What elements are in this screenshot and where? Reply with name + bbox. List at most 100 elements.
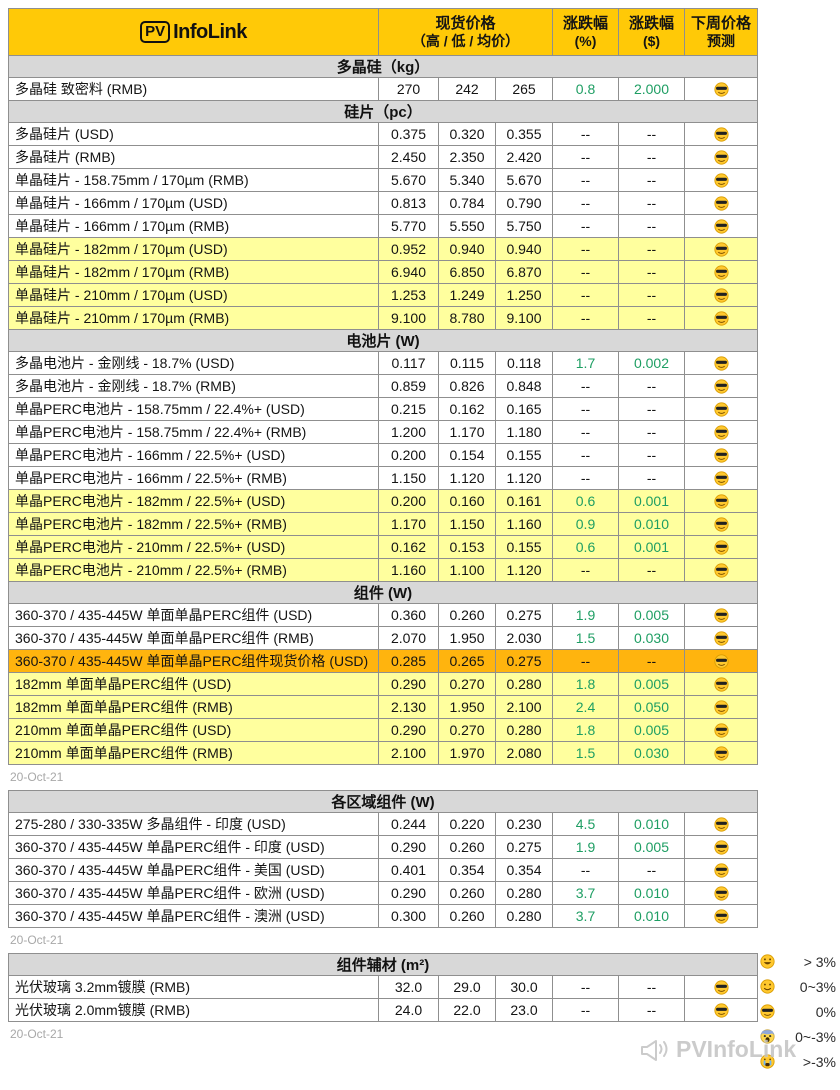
price-low-cell: 0.826 bbox=[438, 374, 496, 398]
change-pct-cell: -- bbox=[552, 397, 619, 421]
sunglasses-emoji-icon bbox=[713, 173, 729, 188]
table-row: 单晶硅片 - 182mm / 170µm (RMB) 6.940 6.850 6.87… bbox=[8, 260, 758, 284]
table-row: 360-370 / 435-445W 单面单晶PERC组件 (USD) 0.360… bbox=[8, 603, 758, 627]
change-pct-cell: -- bbox=[552, 975, 619, 999]
forecast-cell bbox=[684, 626, 758, 650]
forecast-cell bbox=[684, 168, 758, 192]
price-high-cell: 5.770 bbox=[378, 214, 439, 238]
sunglasses-emoji-icon bbox=[713, 379, 729, 394]
change-pct-cell: -- bbox=[552, 443, 619, 467]
section-header-row: 组件 (W) bbox=[8, 581, 758, 604]
price-low-cell: 1.249 bbox=[438, 283, 496, 307]
change-pct-cell: -- bbox=[552, 558, 619, 582]
change-pct-cell: 4.5 bbox=[552, 812, 619, 836]
table-row: 光伏玻璃 2.0mm镀膜 (RMB) 24.0 22.0 23.0 -- -- bbox=[8, 998, 758, 1022]
price-avg-cell: 0.280 bbox=[495, 881, 553, 905]
table-row: 360-370 / 435-445W 单晶PERC组件 - 欧洲 (USD) 0.… bbox=[8, 881, 758, 905]
forecast-cell bbox=[684, 881, 758, 905]
price-avg-cell: 0.161 bbox=[495, 489, 553, 513]
change-pct-cell: 1.9 bbox=[552, 603, 619, 627]
product-name-cell: 单晶硅片 - 158.75mm / 170µm (RMB) bbox=[8, 168, 379, 192]
price-high-cell: 6.940 bbox=[378, 260, 439, 284]
forecast-cell bbox=[684, 145, 758, 169]
legend-item: 0~3% bbox=[758, 974, 838, 999]
price-high-cell: 0.290 bbox=[378, 835, 439, 859]
price-high-cell: 0.290 bbox=[378, 718, 439, 742]
table-row: 单晶PERC电池片 - 158.75mm / 22.4%+ (RMB) 1.200… bbox=[8, 420, 758, 444]
change-usd-cell: -- bbox=[618, 397, 685, 421]
price-avg-cell: 0.155 bbox=[495, 443, 553, 467]
price-low-cell: 1.150 bbox=[438, 512, 496, 536]
grin-emoji-icon bbox=[760, 954, 775, 969]
price-avg-cell: 1.120 bbox=[495, 466, 553, 490]
change-usd-cell: -- bbox=[618, 214, 685, 238]
price-high-cell: 24.0 bbox=[378, 998, 439, 1022]
table-row: 多晶电池片 - 金刚线 - 18.7% (USD) 0.117 0.115 0.118… bbox=[8, 351, 758, 375]
product-name-cell: 360-370 / 435-445W 单晶PERC组件 - 美国 (USD) bbox=[8, 858, 379, 882]
forecast-cell bbox=[684, 397, 758, 421]
product-name-cell: 单晶硅片 - 166mm / 170µm (USD) bbox=[8, 191, 379, 215]
table-row: 单晶硅片 - 166mm / 170µm (USD) 0.813 0.784 0.79… bbox=[8, 191, 758, 215]
price-high-cell: 0.952 bbox=[378, 237, 439, 261]
price-high-cell: 0.360 bbox=[378, 603, 439, 627]
sunglasses-emoji-icon bbox=[713, 265, 729, 280]
price-low-cell: 1.120 bbox=[438, 466, 496, 490]
forecast-cell bbox=[684, 191, 758, 215]
price-high-cell: 0.162 bbox=[378, 535, 439, 559]
product-name-cell: 单晶硅片 - 166mm / 170µm (RMB) bbox=[8, 214, 379, 238]
table-row: 210mm 单面单晶PERC组件 (RMB) 2.100 1.970 2.080 1.5… bbox=[8, 741, 758, 765]
table-row: 210mm 单面单晶PERC组件 (USD) 0.290 0.270 0.280 1.8… bbox=[8, 718, 758, 742]
price-low-cell: 6.850 bbox=[438, 260, 496, 284]
change-usd-cell: -- bbox=[618, 283, 685, 307]
table-row: 多晶硅 致密料 (RMB) 270 242 265 0.8 2.000 bbox=[8, 77, 758, 101]
price-table-regional: 各区域组件 (W) 275-280 / 330-335W 多晶组件 - 印度 (U… bbox=[8, 790, 758, 928]
sunglasses-emoji-icon bbox=[713, 608, 729, 623]
product-name-cell: 单晶PERC电池片 - 166mm / 22.5%+ (RMB) bbox=[8, 466, 379, 490]
change-pct-cell: 0.8 bbox=[552, 77, 619, 101]
price-high-cell: 2.100 bbox=[378, 741, 439, 765]
price-avg-cell: 0.275 bbox=[495, 835, 553, 859]
change-usd-cell: -- bbox=[618, 975, 685, 999]
price-low-cell: 0.115 bbox=[438, 351, 496, 375]
section-title: 组件辅材 (m²) bbox=[8, 953, 758, 976]
forecast-cell bbox=[684, 122, 758, 146]
table-row: 275-280 / 330-335W 多晶组件 - 印度 (USD) 0.244 0… bbox=[8, 812, 758, 836]
table-row: 单晶硅片 - 210mm / 170µm (USD) 1.253 1.249 1.25… bbox=[8, 283, 758, 307]
price-avg-cell: 0.790 bbox=[495, 191, 553, 215]
scream-emoji-icon bbox=[760, 1029, 775, 1044]
price-avg-cell: 6.870 bbox=[495, 260, 553, 284]
change-pct-cell: -- bbox=[552, 998, 619, 1022]
price-avg-cell: 0.355 bbox=[495, 122, 553, 146]
legend-label: 0~-3% bbox=[795, 1028, 836, 1045]
forecast-cell bbox=[684, 603, 758, 627]
forecast-cell bbox=[684, 466, 758, 490]
price-avg-cell: 9.100 bbox=[495, 306, 553, 330]
price-avg-cell: 30.0 bbox=[495, 975, 553, 999]
change-usd-cell: 0.005 bbox=[618, 835, 685, 859]
change-pct-cell: 1.5 bbox=[552, 626, 619, 650]
change-usd-cell: 0.010 bbox=[618, 904, 685, 928]
forecast-cell bbox=[684, 741, 758, 765]
sunglasses-emoji-icon bbox=[713, 817, 729, 832]
price-high-cell: 1.200 bbox=[378, 420, 439, 444]
change-usd-cell: 0.030 bbox=[618, 626, 685, 650]
change-usd-cell: -- bbox=[618, 466, 685, 490]
sunglasses-emoji-icon bbox=[713, 563, 729, 578]
change-pct-cell: 0.6 bbox=[552, 489, 619, 513]
change-usd-cell: 0.005 bbox=[618, 718, 685, 742]
price-low-cell: 1.950 bbox=[438, 695, 496, 719]
sunglasses-emoji-icon bbox=[713, 471, 729, 486]
product-name-cell: 单晶PERC电池片 - 210mm / 22.5%+ (USD) bbox=[8, 535, 379, 559]
forecast-cell bbox=[684, 77, 758, 101]
price-low-cell: 29.0 bbox=[438, 975, 496, 999]
forecast-cell bbox=[684, 858, 758, 882]
table-row: 多晶硅片 (USD) 0.375 0.320 0.355 -- -- bbox=[8, 122, 758, 146]
price-low-cell: 242 bbox=[438, 77, 496, 101]
sunglasses-emoji-icon bbox=[713, 288, 729, 303]
change-usd-cell: -- bbox=[618, 168, 685, 192]
change-usd-cell: -- bbox=[618, 260, 685, 284]
change-usd-cell: 0.050 bbox=[618, 695, 685, 719]
price-high-cell: 1.253 bbox=[378, 283, 439, 307]
price-high-cell: 0.290 bbox=[378, 672, 439, 696]
table-row: 360-370 / 435-445W 单晶PERC组件 - 澳洲 (USD) 0.… bbox=[8, 904, 758, 928]
